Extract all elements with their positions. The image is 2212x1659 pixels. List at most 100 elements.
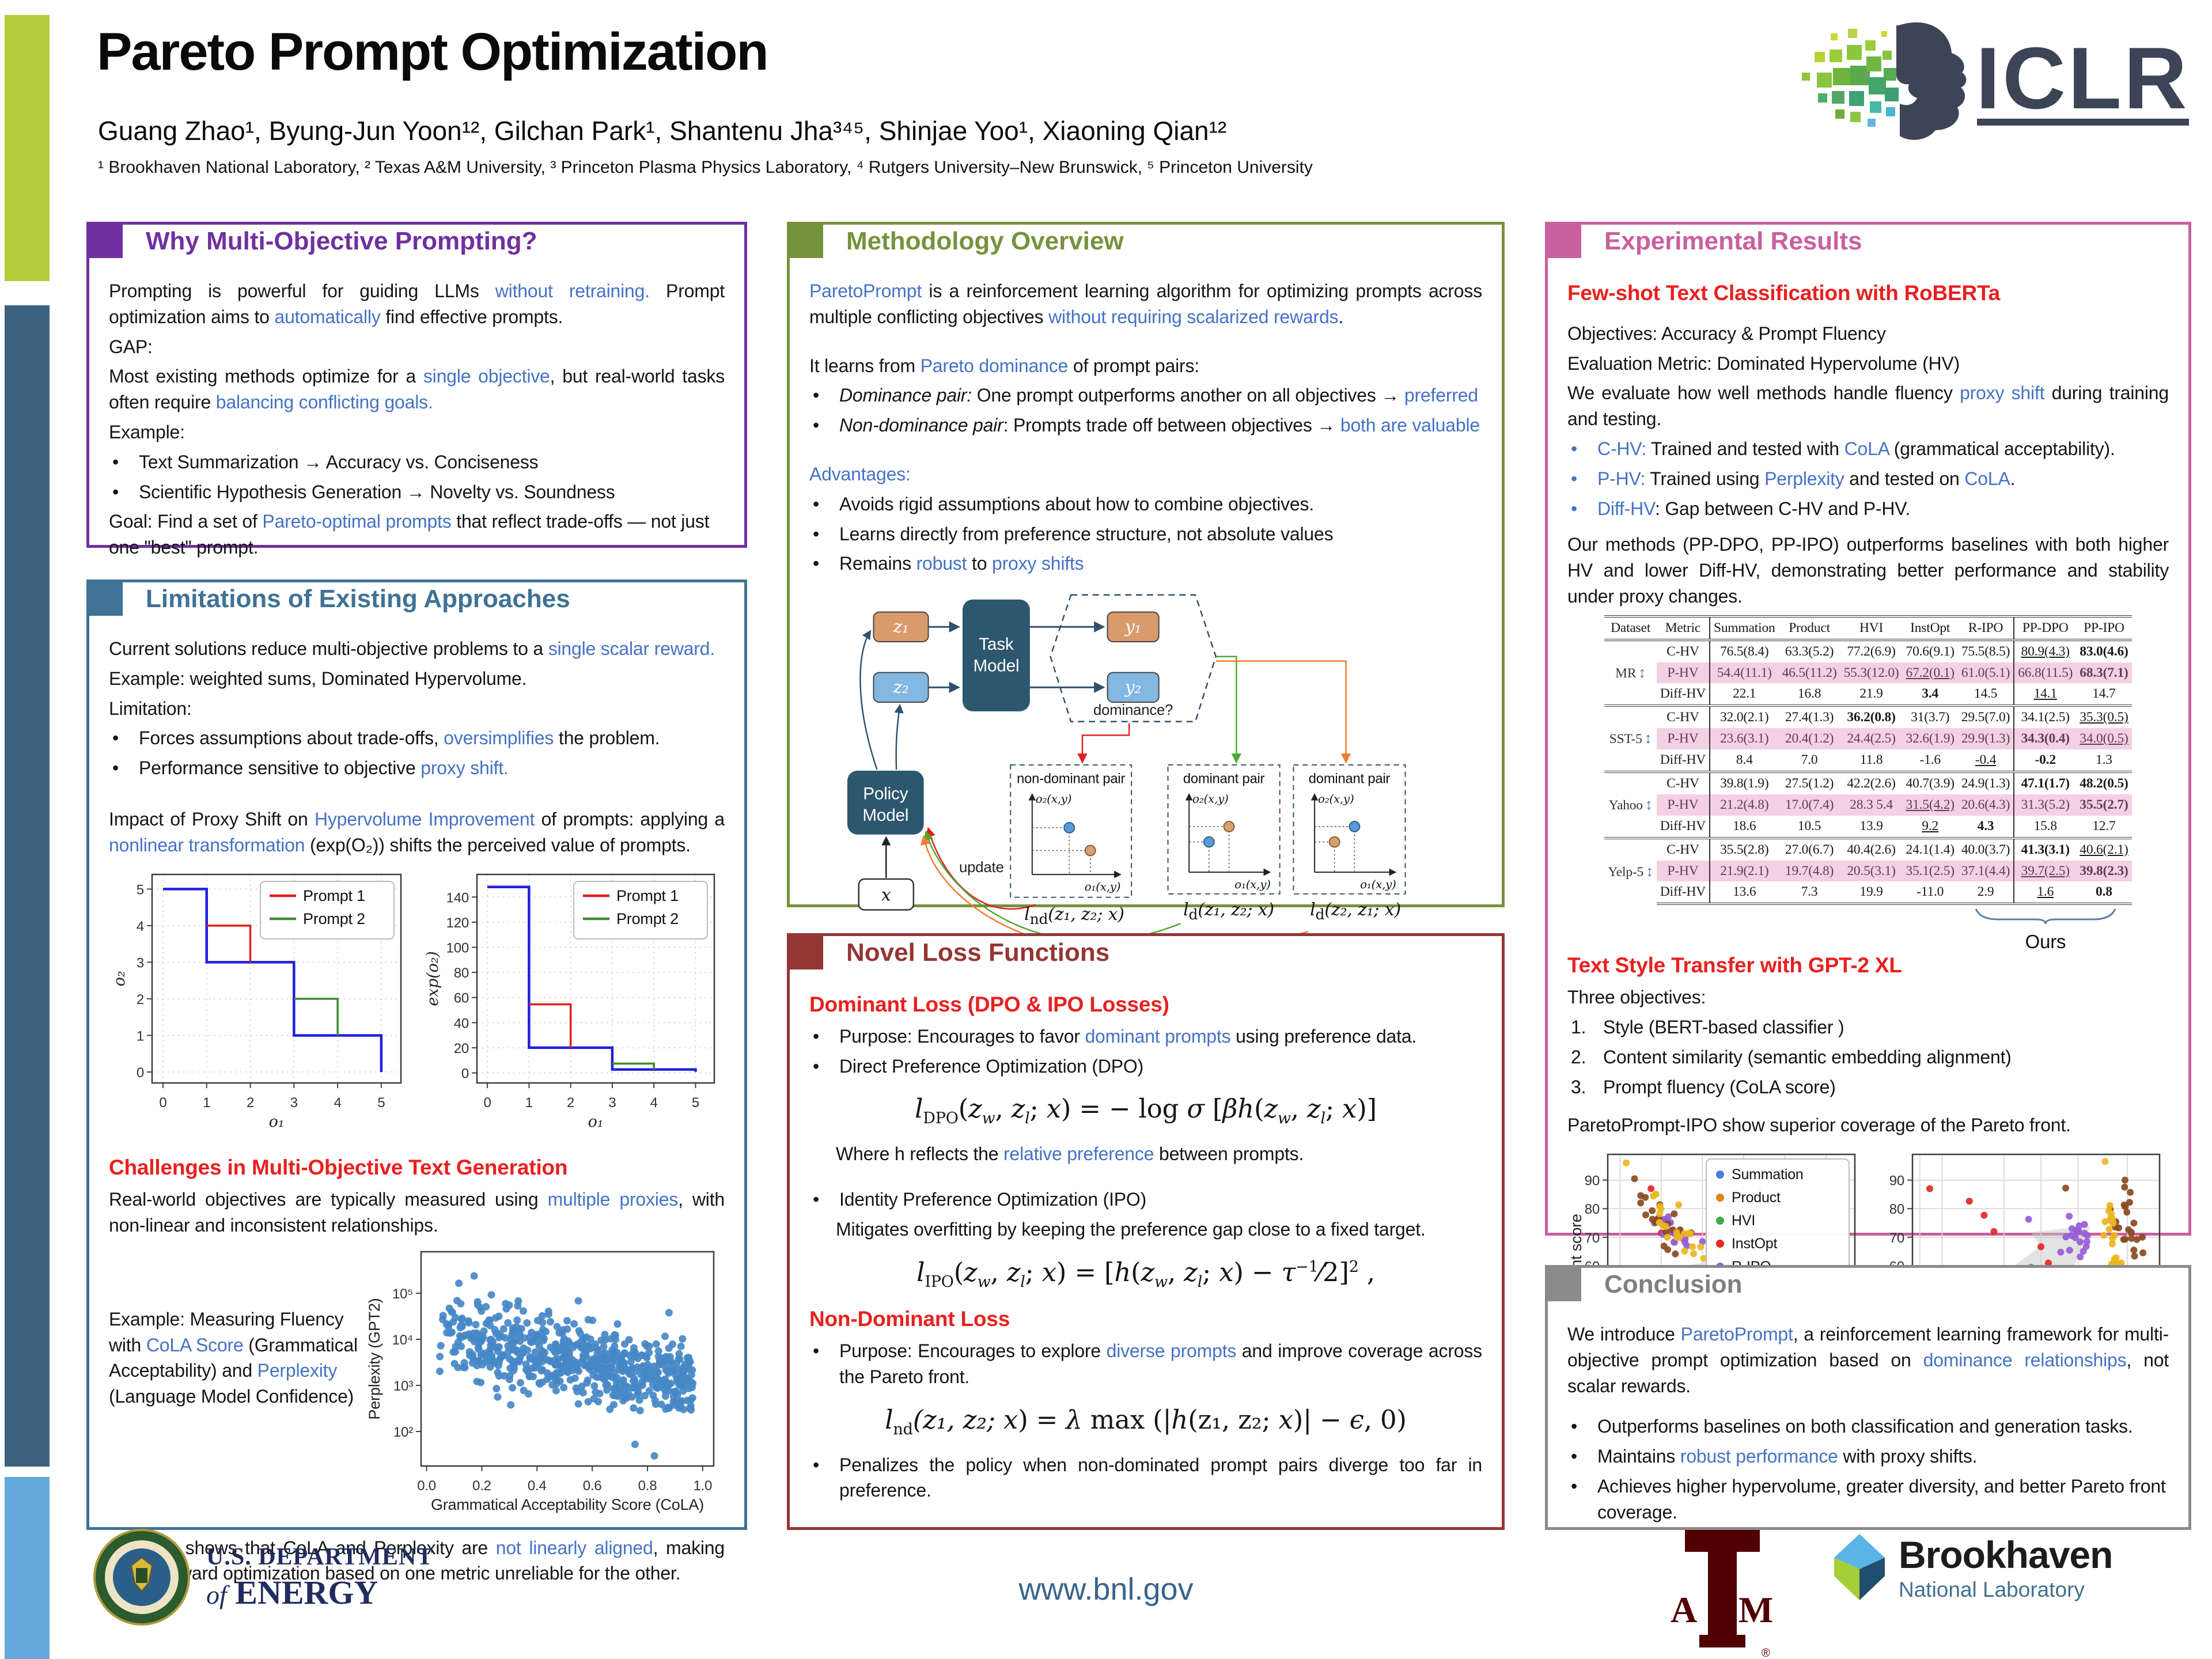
bullet-block: • Maintains robust performance with proxy…: [1571, 1446, 1978, 1467]
updown-arrow-icon: ↕: [1646, 862, 1653, 880]
formula-block: lnd(z₁, z₂; x) = λ max (|h(z₁, z₂; x)| −…: [885, 1404, 1407, 1438]
value-cell: 3.4: [1922, 686, 1939, 702]
svg-text:90: 90: [1889, 1173, 1904, 1189]
metric-cell: Diff-HV: [1660, 686, 1706, 702]
value-cell: 39.8(1.9): [1709, 771, 1779, 794]
svg-text:5: 5: [377, 1095, 385, 1111]
panel-dominant-2-title: dominant pair: [1309, 771, 1391, 787]
metric-cell: P-HV: [1656, 794, 1710, 816]
accent-bar-darkblue: [5, 305, 50, 1467]
svg-text:HVI: HVI: [1732, 1213, 1755, 1229]
updown-arrow-icon: ↕: [1638, 664, 1646, 681]
value-cell: 39.8(2.3): [2076, 860, 2132, 882]
bullet-block: • Text Summarization → Accuracy vs. Conci…: [112, 451, 539, 472]
value-cell: 68.3(7.1): [2076, 662, 2132, 684]
bullet-block: • Outperforms baselines on both classific…: [1571, 1416, 2133, 1437]
metric-cell: P-HV: [1656, 662, 1710, 684]
value-cell: 14.7: [2092, 686, 2116, 702]
bullet-block: • Forces assumptions about trade-offs, ov…: [112, 728, 660, 749]
metric-cell: Diff-HV: [1656, 881, 1710, 906]
metric-cell: C-HV: [1656, 771, 1710, 794]
p-block: ParetoPrompt-IPO show superior coverage …: [1567, 1115, 2071, 1136]
svg-text:A: A: [1671, 1589, 1697, 1630]
svg-text:Prompt 1: Prompt 1: [303, 887, 365, 904]
box-why-title: Why Multi-Objective Prompting?: [146, 227, 537, 255]
box-methodology-content: ParetoPrompt is a reinforcement learning…: [790, 270, 1502, 957]
value-cell: 70.6(9.1): [1906, 643, 1955, 659]
methodology-diagram: z₁ z₂ Task Model y₁ y₂: [809, 582, 1482, 957]
metric-cell: Diff-HV: [1660, 818, 1706, 834]
value-cell: 24.9(1.3): [1957, 771, 2014, 794]
metric-cell: C-HV: [1656, 836, 1710, 861]
value-cell: 61.0(5.1): [1957, 662, 2014, 684]
p-block: Few-shot Text Classification with RoBERT…: [1567, 281, 2001, 305]
dominance-label: dominance?: [1093, 702, 1173, 718]
table-header: Metric: [1656, 615, 1710, 641]
value-cell: -1.6: [1919, 752, 1941, 768]
value-cell: 13.6: [1709, 881, 1779, 906]
svg-text:Prompt 1: Prompt 1: [616, 887, 679, 904]
formula-block: lDPO(zw, zl; x) = − log σ [βh(zw, zl; x)…: [915, 1093, 1377, 1128]
ours-annotation: Ours: [1567, 905, 2169, 952]
iclr-underline: [1977, 119, 2189, 126]
z2-box: [873, 672, 929, 703]
value-cell: 24.1(1.4): [1902, 836, 1958, 861]
svg-text:40: 40: [453, 1016, 468, 1031]
box-conclusion-tab: [1548, 1268, 1581, 1301]
value-cell: 20.5(3.1): [1840, 860, 1903, 882]
value-cell: 2.9: [1957, 881, 2014, 906]
box-methodology-title: Methodology Overview: [846, 227, 1124, 255]
svg-text:70: 70: [1585, 1230, 1600, 1246]
box-limitations-content: Current solutions reduce multi-objective…: [89, 627, 744, 1586]
p-block: Example: weighted sums, Dominated Hyperv…: [109, 668, 527, 689]
svg-text:0.2: 0.2: [472, 1478, 491, 1494]
bullet-block: • Purpose: Encourages to explore diverse …: [813, 1340, 1482, 1387]
value-cell: 32.6(1.9): [1902, 728, 1958, 750]
svg-text:Summation: Summation: [1732, 1166, 1804, 1183]
value-cell: 31(3.7): [1902, 704, 1958, 729]
value-cell: 14.1: [2013, 683, 2077, 706]
value-cell: 31.3(5.2): [2013, 794, 2077, 816]
value-cell: 66.8(11.5): [2013, 662, 2077, 684]
svg-text:2: 2: [567, 1095, 574, 1111]
value-cell: 40.7(3.9): [1902, 771, 1958, 794]
series-Pareto front (exp): [487, 885, 697, 1072]
bullet-block: • Purpose: Encourages to favor dominant p…: [813, 1025, 1417, 1047]
results-text-1: Few-shot Text Classification with RoBERT…: [1567, 278, 2169, 609]
box-methodology: Methodology Overview ParetoPrompt is a r…: [787, 222, 1505, 957]
value-cell: 40.6(2.1): [2076, 836, 2132, 861]
svg-text:80: 80: [1889, 1202, 1904, 1217]
svg-text:4: 4: [334, 1095, 341, 1111]
doe-seal: [93, 1529, 190, 1626]
metric-cell: C-HV: [1666, 643, 1699, 659]
cola-ppl-svg: 0.0 0.2 0.4 0.6 0.8 1.0 10² 10³ 10⁴ 10⁵ Grammatica…: [366, 1251, 715, 1513]
svg-text:5: 5: [136, 882, 143, 897]
svg-text:0: 0: [136, 1065, 143, 1081]
svg-text:o₂: o₂: [111, 971, 128, 986]
svg-text:80: 80: [453, 965, 468, 981]
svg-text:®: ®: [1762, 1647, 1770, 1659]
box-loss-tab: [790, 936, 823, 969]
z1-box: [873, 611, 929, 643]
svg-text:1.0: 1.0: [693, 1478, 712, 1494]
bullet-block: • Performance sensitive to objective prox…: [112, 757, 509, 779]
svg-text:1: 1: [203, 1095, 210, 1111]
p-block: Our methods (PP-DPO, PP-IPO) outperforms…: [1567, 534, 2169, 607]
p-block: Evaluation Metric: Dominated Hypervolume…: [1567, 353, 1960, 374]
panel1-axis-o1: o₁(x,y): [1085, 880, 1121, 893]
box-loss-functions: Novel Loss Functions Dominant Loss (DPO …: [787, 933, 1505, 1530]
svg-text:3: 3: [290, 1095, 297, 1111]
box-limitations: Limitations of Existing Approaches Curre…: [86, 579, 747, 1584]
methodology-text: ParetoPrompt is a reinforcement learning…: [809, 278, 1482, 577]
accent-bar-green: [5, 15, 50, 281]
svg-text:4: 4: [650, 1095, 657, 1111]
svg-text:Product: Product: [1732, 1190, 1781, 1206]
loss-nd-label: lnd(z₁, z₂; x): [1024, 904, 1124, 928]
bnl-url[interactable]: www.bnl.gov: [1018, 1572, 1194, 1607]
loss-d2-label: ld(z₂, z₁; x): [1310, 900, 1401, 923]
hv-steps-exp-svg: 0 1 2 3 4 5 0 20 40 60 80 100 120 140 o₁ exp(o₂) Prompt …: [424, 873, 715, 1131]
value-cell: 4.3: [1977, 818, 1994, 834]
iclr-text: ICLR: [1976, 29, 2190, 127]
p-block: It learns from Pareto dominance of promp…: [809, 355, 1199, 376]
